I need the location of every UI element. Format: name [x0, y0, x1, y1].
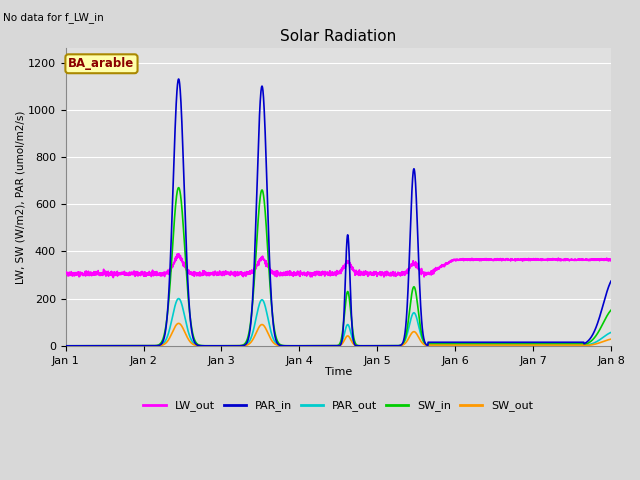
- PAR_in: [271, 333, 279, 339]
- PAR_out: [175, 296, 182, 301]
- PAR_in: [538, 339, 546, 345]
- SW_in: [62, 343, 70, 348]
- PAR_in: [596, 311, 604, 317]
- PAR_in: [175, 76, 182, 82]
- Line: LW_out: LW_out: [66, 254, 611, 277]
- Text: BA_arable: BA_arable: [68, 57, 134, 70]
- SW_in: [175, 185, 182, 191]
- Legend: LW_out, PAR_in, PAR_out, SW_in, SW_out: LW_out, PAR_in, PAR_out, SW_in, SW_out: [139, 396, 538, 416]
- Line: PAR_in: PAR_in: [66, 79, 611, 346]
- SW_out: [271, 341, 279, 347]
- PAR_out: [295, 343, 303, 348]
- Y-axis label: LW, SW (W/m2), PAR (umol/m2/s): LW, SW (W/m2), PAR (umol/m2/s): [15, 110, 25, 284]
- PAR_out: [156, 342, 164, 348]
- PAR_out: [124, 343, 132, 348]
- SW_out: [124, 343, 132, 348]
- SW_in: [156, 341, 164, 347]
- PAR_in: [295, 343, 303, 348]
- PAR_in: [62, 343, 70, 348]
- PAR_out: [62, 343, 70, 348]
- LW_out: [271, 271, 279, 277]
- LW_out: [295, 270, 303, 276]
- LW_out: [62, 270, 70, 276]
- Line: SW_out: SW_out: [66, 324, 611, 346]
- PAR_in: [124, 343, 132, 348]
- LW_out: [607, 258, 615, 264]
- PAR_in: [607, 278, 615, 284]
- LW_out: [175, 251, 182, 257]
- SW_in: [124, 343, 132, 348]
- SW_in: [607, 307, 615, 313]
- Title: Solar Radiation: Solar Radiation: [280, 29, 396, 44]
- PAR_out: [596, 336, 604, 342]
- Line: SW_in: SW_in: [66, 188, 611, 346]
- PAR_in: [156, 342, 164, 348]
- SW_out: [538, 342, 546, 348]
- SW_in: [596, 325, 604, 331]
- LW_out: [124, 272, 132, 277]
- SW_out: [596, 340, 604, 346]
- LW_out: [157, 270, 164, 276]
- PAR_out: [607, 330, 615, 336]
- SW_out: [175, 321, 182, 326]
- LW_out: [109, 275, 117, 280]
- SW_in: [538, 341, 546, 347]
- Text: No data for f_LW_in: No data for f_LW_in: [3, 12, 104, 23]
- X-axis label: Time: Time: [324, 367, 352, 377]
- SW_in: [295, 343, 303, 348]
- PAR_out: [271, 339, 279, 345]
- PAR_out: [538, 342, 546, 348]
- Line: PAR_out: PAR_out: [66, 299, 611, 346]
- SW_out: [295, 343, 303, 348]
- SW_out: [156, 343, 164, 348]
- SW_out: [62, 343, 70, 348]
- SW_in: [271, 330, 279, 336]
- LW_out: [538, 257, 546, 263]
- SW_out: [607, 336, 615, 342]
- LW_out: [597, 257, 605, 263]
